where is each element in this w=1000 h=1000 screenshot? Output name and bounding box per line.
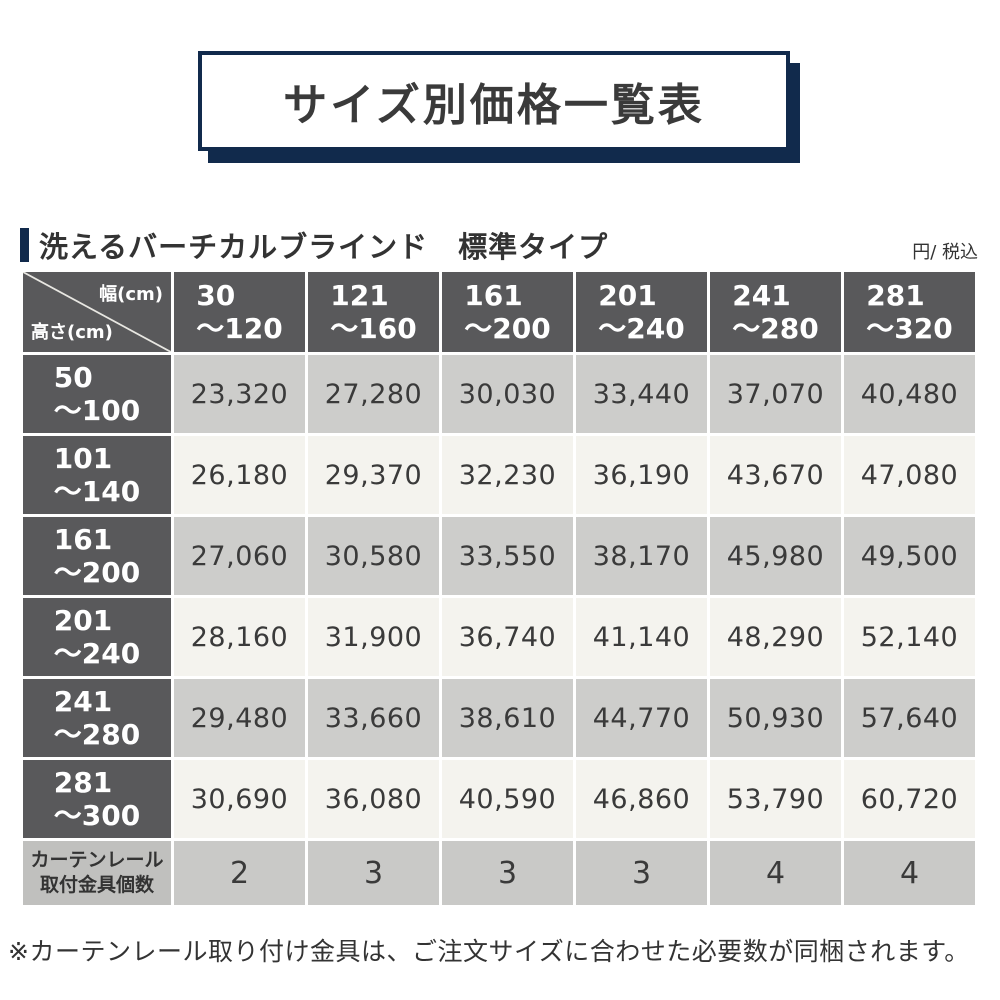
corner-cell: 幅(cm) 高さ(cm) [23, 272, 171, 352]
price-cell: 33,440 [576, 355, 707, 433]
corner-width-label: 幅(cm) [99, 284, 163, 305]
price-cell: 45,980 [710, 517, 841, 595]
page-title: サイズ別価格一覧表 [283, 80, 705, 131]
width-header: 30 〜120 [174, 272, 305, 352]
width-header: 121 〜160 [308, 272, 439, 352]
price-cell: 46,860 [576, 760, 707, 838]
width-header: 161 〜200 [442, 272, 573, 352]
product-subtitle: 洗えるバーチカルブラインド 標準タイプ [39, 230, 609, 264]
unit-note: 円/ 税込 [912, 242, 978, 263]
price-cell: 27,280 [308, 355, 439, 433]
price-cell: 49,500 [844, 517, 975, 595]
height-header: 241 〜280 [23, 679, 171, 757]
price-cell: 38,170 [576, 517, 707, 595]
diagonal-line [23, 272, 171, 352]
table-header-row: 幅(cm) 高さ(cm) 30 〜120 121 〜160 161 〜200 201 〜… [23, 272, 975, 352]
bracket-row-label: カーテンレール 取付金具個数 [23, 841, 171, 905]
price-cell: 38,610 [442, 679, 573, 757]
bracket-count-cell: 4 [710, 841, 841, 905]
accent-bar [20, 228, 29, 262]
price-cell: 29,370 [308, 436, 439, 514]
price-cell: 47,080 [844, 436, 975, 514]
price-cell: 27,060 [174, 517, 305, 595]
price-cell: 23,320 [174, 355, 305, 433]
price-cell: 43,670 [710, 436, 841, 514]
price-cell: 33,550 [442, 517, 573, 595]
width-header: 201 〜240 [576, 272, 707, 352]
bracket-count-cell: 3 [442, 841, 573, 905]
price-cell: 30,030 [442, 355, 573, 433]
price-cell: 50,930 [710, 679, 841, 757]
table-row: 161 〜200 27,060 30,580 33,550 38,170 45,9… [23, 517, 975, 595]
height-header: 101 〜140 [23, 436, 171, 514]
price-cell: 36,080 [308, 760, 439, 838]
footnote: ※カーテンレール取り付け金具は、ご注文サイズに合わせた必要数が同梱されます。 [8, 937, 970, 966]
bracket-count-cell: 4 [844, 841, 975, 905]
table-row: 201 〜240 28,160 31,900 36,740 41,140 48,2… [23, 598, 975, 676]
price-cell: 57,640 [844, 679, 975, 757]
price-cell: 53,790 [710, 760, 841, 838]
price-table: 幅(cm) 高さ(cm) 30 〜120 121 〜160 161 〜200 201 〜… [20, 269, 978, 908]
bracket-count-cell: 2 [174, 841, 305, 905]
height-header: 201 〜240 [23, 598, 171, 676]
price-cell: 37,070 [710, 355, 841, 433]
price-cell: 33,660 [308, 679, 439, 757]
table-row: 241 〜280 29,480 33,660 38,610 44,770 50,9… [23, 679, 975, 757]
height-header: 281 〜300 [23, 760, 171, 838]
price-cell: 31,900 [308, 598, 439, 676]
price-cell: 60,720 [844, 760, 975, 838]
price-cell: 41,140 [576, 598, 707, 676]
price-cell: 36,190 [576, 436, 707, 514]
width-header: 241 〜280 [710, 272, 841, 352]
price-cell: 30,690 [174, 760, 305, 838]
title-box: サイズ別価格一覧表 [198, 51, 790, 151]
bracket-count-row: カーテンレール 取付金具個数 2 3 3 3 4 4 [23, 841, 975, 905]
table-row: 50 〜100 23,320 27,280 30,030 33,440 37,07… [23, 355, 975, 433]
price-cell: 36,740 [442, 598, 573, 676]
height-header: 161 〜200 [23, 517, 171, 595]
subtitle-group: 洗えるバーチカルブラインド 標準タイプ [20, 224, 608, 266]
price-cell: 44,770 [576, 679, 707, 757]
price-cell: 29,480 [174, 679, 305, 757]
subheader: 洗えるバーチカルブラインド 標準タイプ 円/ 税込 [20, 224, 978, 266]
price-cell: 40,480 [844, 355, 975, 433]
bracket-count-cell: 3 [308, 841, 439, 905]
price-cell: 28,160 [174, 598, 305, 676]
price-cell: 30,580 [308, 517, 439, 595]
price-cell: 32,230 [442, 436, 573, 514]
price-cell: 52,140 [844, 598, 975, 676]
table-row: 281 〜300 30,690 36,080 40,590 46,860 53,7… [23, 760, 975, 838]
price-cell: 40,590 [442, 760, 573, 838]
price-cell: 26,180 [174, 436, 305, 514]
width-header: 281 〜320 [844, 272, 975, 352]
table-row: 101 〜140 26,180 29,370 32,230 36,190 43,6… [23, 436, 975, 514]
corner-height-label: 高さ(cm) [31, 322, 113, 343]
height-header: 50 〜100 [23, 355, 171, 433]
bracket-count-cell: 3 [576, 841, 707, 905]
price-cell: 48,290 [710, 598, 841, 676]
